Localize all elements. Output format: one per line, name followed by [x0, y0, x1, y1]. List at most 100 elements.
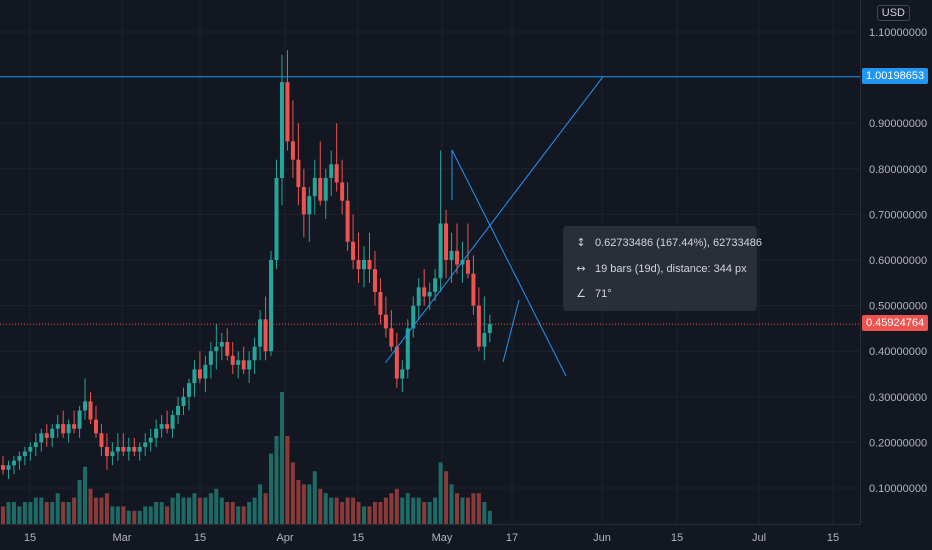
volume-bar	[203, 497, 208, 524]
candle-body	[362, 260, 367, 270]
volume-bar	[487, 510, 492, 524]
volume-bar	[165, 506, 170, 524]
volume-bar	[449, 484, 454, 524]
candle-body	[411, 305, 416, 329]
volume-bar	[433, 497, 438, 524]
volume-bar	[17, 506, 22, 524]
volume-bar	[378, 502, 383, 524]
volume-bar	[394, 488, 399, 524]
volume-bar	[345, 497, 350, 524]
volume-bar	[121, 506, 126, 524]
volume-bar	[83, 466, 88, 524]
volume-bar	[438, 462, 443, 524]
volume-bar	[28, 502, 33, 524]
tooltip-angle: 71°	[595, 288, 612, 300]
volume-bar	[241, 506, 246, 524]
volume-bar	[290, 462, 295, 524]
volume-bar	[93, 497, 98, 524]
volume-bar	[154, 502, 159, 524]
currency-label[interactable]: USD	[876, 5, 910, 21]
candle-body	[39, 433, 44, 443]
candle-body	[181, 396, 186, 406]
time-tick-label: May	[432, 532, 453, 544]
volume-bar	[312, 471, 317, 524]
volume-bar	[88, 488, 93, 524]
candle-body	[154, 428, 159, 438]
candle-body	[208, 351, 213, 365]
measure-tooltip: ↕ 0.62733486 (167.44%), 62733486 ↔ 19 bars…	[563, 226, 762, 311]
angle-icon: ∠	[576, 287, 586, 300]
volume-bar	[318, 488, 323, 524]
price-tick-label: 0.10000000	[869, 483, 927, 495]
candle-body	[219, 342, 224, 347]
volume-bar	[1, 506, 5, 524]
volume-bar	[143, 506, 148, 524]
candle-body	[104, 446, 109, 457]
volume-bar	[444, 471, 449, 524]
candle-body	[137, 446, 142, 452]
tooltip-price-range: 0.62733486 (167.44%), 62733486	[595, 237, 762, 249]
volume-bar	[465, 497, 470, 524]
candle-body	[159, 424, 164, 429]
candle-body	[455, 250, 460, 265]
price-tick-label: 0.80000000	[869, 164, 927, 176]
tooltip-bars-range: 19 bars (19d), distance: 344 px	[595, 263, 747, 275]
candle-body	[197, 369, 202, 379]
candle-body	[247, 360, 252, 370]
candle-body	[17, 456, 22, 461]
volume-bar	[482, 502, 487, 524]
price-tick-label: 0.20000000	[869, 437, 927, 449]
volume-bar	[471, 493, 476, 524]
volume-bar	[230, 502, 235, 524]
candle-body	[340, 182, 345, 201]
volume-bar	[279, 392, 284, 524]
current-price-label: 0.45924764	[862, 315, 929, 331]
time-tick-label: 15	[194, 532, 206, 544]
volume-bar	[329, 497, 334, 524]
tooltip-angle-row: ∠ 71°	[573, 285, 612, 303]
volume-bar	[269, 453, 274, 524]
candle-body	[400, 369, 405, 379]
volume-bars	[1, 392, 492, 524]
volume-bar	[367, 506, 372, 524]
candle-body	[170, 415, 175, 429]
drawing-tools	[0, 76, 860, 377]
triangle-lower-line	[502, 299, 520, 363]
candle-body	[394, 346, 399, 379]
candle-body	[236, 360, 241, 365]
volume-bar	[99, 497, 104, 524]
time-tick-label: 15	[24, 532, 36, 544]
time-tick-label: 17	[506, 532, 518, 544]
volume-bar	[225, 502, 230, 524]
volume-bar	[219, 497, 224, 524]
candle-body	[378, 291, 383, 315]
candle-body	[22, 451, 27, 457]
volume-bar	[323, 493, 328, 524]
volume-bar	[132, 510, 137, 524]
volume-bar	[405, 493, 410, 524]
time-tick-label: Mar	[113, 532, 132, 544]
candle-body	[214, 346, 219, 352]
price-tick-label: 0.60000000	[869, 255, 927, 267]
volume-bar	[340, 502, 345, 524]
candle-body	[258, 319, 263, 347]
volume-bar	[66, 502, 71, 524]
candle-body	[318, 177, 323, 201]
volume-bar	[61, 502, 66, 524]
tooltip-price-row: ↕ 0.62733486 (167.44%), 62733486	[573, 234, 762, 252]
volume-bar	[214, 488, 219, 524]
candle-body	[6, 465, 11, 470]
triangle-upper-line	[451, 149, 567, 377]
candle-body	[33, 442, 38, 447]
volume-bar	[274, 436, 279, 524]
volume-bar	[356, 502, 361, 524]
candle-body	[132, 446, 137, 452]
volume-bar	[208, 493, 213, 524]
volume-bar	[301, 484, 306, 524]
volume-bar	[22, 502, 27, 524]
candle-body	[28, 446, 33, 452]
candle-body	[367, 260, 372, 270]
candle-body	[438, 223, 443, 279]
volume-bar	[285, 436, 290, 524]
